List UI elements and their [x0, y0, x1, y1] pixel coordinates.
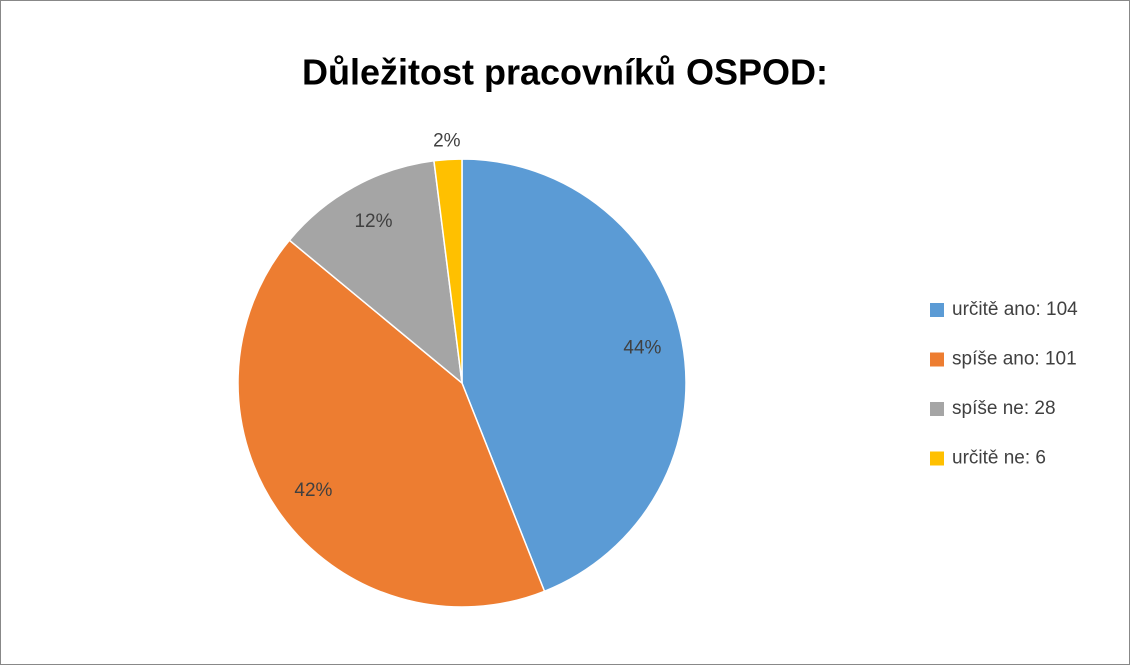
data-label: 44%	[623, 338, 661, 359]
data-label: 12%	[354, 211, 392, 232]
legend-swatch	[930, 402, 944, 416]
legend-swatch	[930, 451, 944, 466]
legend-label: určitě ano: 104	[952, 299, 1078, 320]
pie-slice	[433, 158, 463, 384]
pie-slice	[461, 158, 687, 593]
legend-swatch	[930, 303, 944, 317]
data-label: 42%	[294, 480, 332, 501]
legend-label: spíše ano: 101	[952, 349, 1077, 370]
legend-swatch	[930, 352, 944, 367]
pie-slice	[237, 239, 546, 608]
data-label: 2%	[433, 131, 461, 152]
chart-title: Důležitost pracovníků OSPOD:	[302, 52, 828, 93]
pie-slice	[288, 159, 463, 385]
legend-label: určitě ne: 6	[952, 448, 1046, 469]
legend-label: spíše ne: 28	[952, 398, 1056, 419]
